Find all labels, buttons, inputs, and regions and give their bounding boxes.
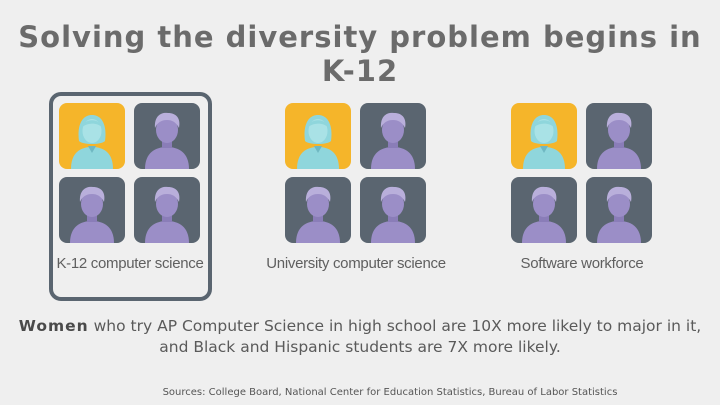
statement-text: who try AP Computer Science in high scho… — [93, 317, 702, 356]
person-icon — [134, 103, 200, 169]
highlight-frame — [49, 92, 212, 301]
page-title: Solving the diversity problem begins in … — [18, 20, 702, 88]
sources-note: Sources: College Board, National Center … — [162, 387, 618, 398]
person-icon — [134, 177, 200, 243]
woman-icon — [285, 103, 351, 169]
person-icon — [360, 177, 426, 243]
woman-icon — [511, 103, 577, 169]
statement: Women who try AP Computer Science in hig… — [10, 316, 710, 358]
statement-emphasis: Women — [18, 317, 89, 335]
group-label-workforce: Software workforce — [520, 255, 644, 272]
person-icon — [285, 177, 351, 243]
group-label-university: University computer science — [266, 255, 446, 272]
person-icon — [586, 177, 652, 243]
person-icon — [586, 103, 652, 169]
group-label-k12: K-12 computer science — [56, 255, 204, 272]
woman-icon — [59, 103, 125, 169]
person-icon — [360, 103, 426, 169]
person-icon — [59, 177, 125, 243]
person-icon — [511, 177, 577, 243]
